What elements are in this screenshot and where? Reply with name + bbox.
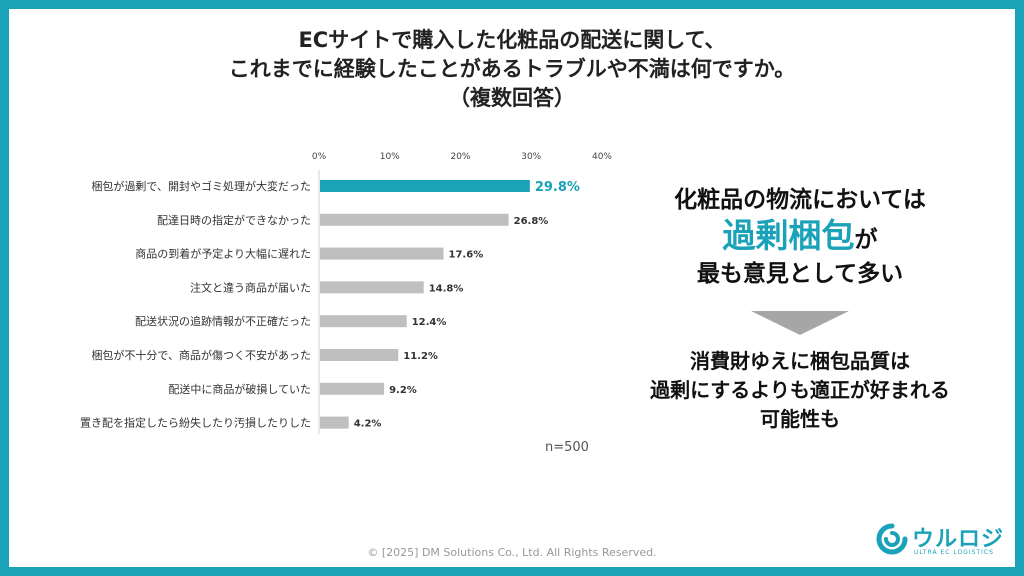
bar bbox=[320, 213, 509, 226]
bar bbox=[320, 315, 407, 328]
bar bbox=[320, 349, 399, 361]
insight-panel: 化粧品の物流においては 過剰梱包が 最も意見として多い 消費財ゆえに梱包品質は … bbox=[600, 183, 1000, 434]
title-line-1: ECサイトで購入した化粧品の配送に関して、 bbox=[298, 28, 726, 52]
chart-title: ECサイトで購入した化粧品の配送に関して、 これまでに経験したことがあるトラブル… bbox=[0, 26, 1024, 113]
data-label: 14.8% bbox=[429, 283, 464, 294]
bar bbox=[320, 281, 424, 294]
category-label: 置き配を指定したら紛失したり汚損したりした bbox=[80, 416, 311, 430]
data-label: 17.6% bbox=[449, 250, 484, 261]
data-label: 12.4% bbox=[412, 317, 447, 328]
insight-line-2: 過剰梱包が bbox=[600, 219, 1000, 257]
x-tick-label: 30% bbox=[521, 152, 541, 162]
title-line-3: （複数回答） bbox=[449, 86, 575, 110]
copyright-footer: © [2025] DM Solutions Co., Ltd. All Righ… bbox=[367, 546, 657, 559]
x-tick-label: 40% bbox=[592, 152, 612, 162]
logo-subtext: ULTRA EC LOGISTICS bbox=[914, 549, 994, 556]
data-label: 29.8% bbox=[535, 180, 580, 195]
data-label: 9.2% bbox=[389, 385, 417, 396]
bar bbox=[320, 382, 385, 395]
title-line-2: これまでに経験したことがあるトラブルや不満は何ですか。 bbox=[228, 57, 796, 81]
category-label: 商品の到着が予定より大幅に遅れた bbox=[135, 247, 311, 261]
x-tick-label: 10% bbox=[380, 152, 400, 162]
sample-size-label: n=500 bbox=[545, 440, 589, 455]
insight-line-1: 化粧品の物流においては bbox=[674, 187, 926, 213]
logo-text: ウルロジ bbox=[912, 527, 1005, 552]
insight-line-3: 最も意見として多い bbox=[696, 261, 904, 287]
bar bbox=[320, 416, 349, 429]
down-arrow-icon bbox=[751, 311, 849, 335]
logo-mark-icon bbox=[876, 523, 908, 555]
conclusion-line-3: 可能性も bbox=[760, 407, 840, 431]
category-label: 梱包が不十分で、商品が傷つく不安があった bbox=[91, 348, 311, 362]
category-label: 配送中に商品が破損していた bbox=[168, 382, 311, 396]
insight-highlight-suffix: が bbox=[854, 227, 878, 253]
insight-highlight: 過剰梱包 bbox=[722, 216, 855, 255]
data-label: 11.2% bbox=[403, 351, 438, 362]
conclusion-line-2: 過剰にするよりも適正が好まれる bbox=[650, 378, 950, 402]
x-tick-label: 20% bbox=[450, 152, 470, 162]
bar bbox=[320, 180, 530, 192]
category-label: 配送状況の追跡情報が不正確だった bbox=[135, 314, 311, 328]
company-logo: ウルロジ ULTRA EC LOGISTICS bbox=[876, 521, 1006, 561]
category-label: 注文と違う商品が届いた bbox=[190, 280, 311, 294]
data-label: 26.8% bbox=[514, 216, 549, 227]
bar bbox=[320, 247, 444, 260]
conclusion-line-1: 消費財ゆえに梱包品質は bbox=[690, 349, 910, 373]
data-label: 4.2% bbox=[354, 419, 382, 430]
x-tick-label: 0% bbox=[312, 152, 327, 162]
category-label: 梱包が過剰で、開封やゴミ処理が大変だった bbox=[91, 179, 311, 193]
category-label: 配達日時の指定ができなかった bbox=[157, 213, 311, 227]
